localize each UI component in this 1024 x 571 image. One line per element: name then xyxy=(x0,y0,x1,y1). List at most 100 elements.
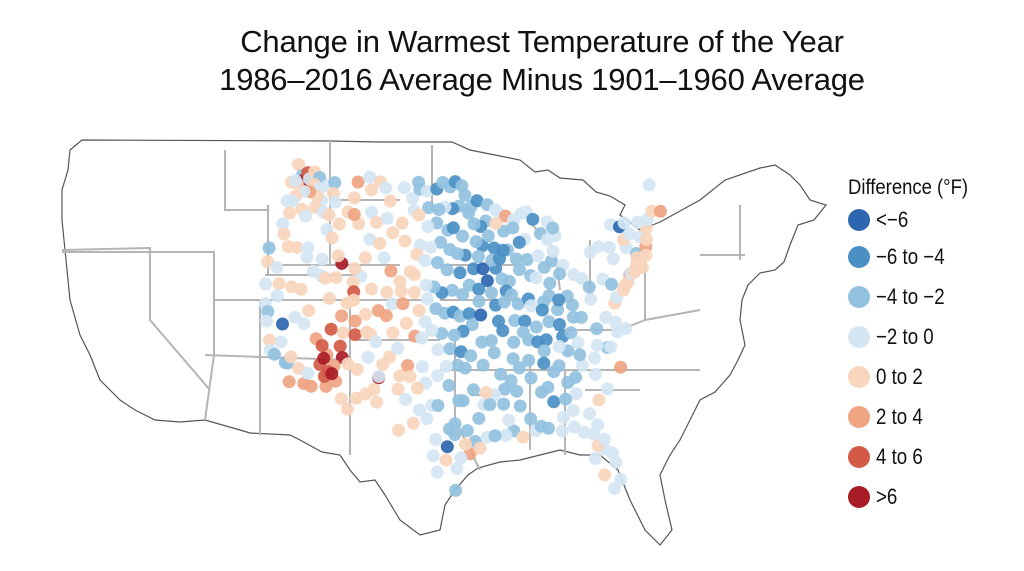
station-dot xyxy=(551,303,565,317)
station-dot xyxy=(469,235,483,249)
station-dot xyxy=(429,433,443,446)
station-dot xyxy=(418,254,432,267)
station-dot xyxy=(334,392,348,406)
station-dot xyxy=(401,359,415,373)
station-dot xyxy=(446,221,460,235)
station-dot xyxy=(459,437,472,451)
station-dot xyxy=(504,374,518,388)
station-dot xyxy=(276,217,290,231)
station-dot xyxy=(509,252,523,266)
legend-item: >6 xyxy=(848,477,984,517)
station-dot xyxy=(406,416,420,430)
station-dot xyxy=(529,271,543,285)
station-dot xyxy=(422,201,436,215)
station-dot xyxy=(324,322,338,336)
station-dot xyxy=(351,175,365,189)
station-dot xyxy=(413,403,426,417)
station-dot xyxy=(510,384,524,398)
legend-swatch xyxy=(848,286,870,308)
station-dot xyxy=(379,181,393,195)
station-dot xyxy=(569,370,583,384)
station-dot xyxy=(403,370,417,384)
station-dot xyxy=(411,381,424,395)
station-dot xyxy=(472,294,486,308)
station-dot xyxy=(589,367,602,381)
station-dot xyxy=(270,289,284,303)
station-dot xyxy=(456,229,470,243)
station-dot xyxy=(642,178,656,192)
state-line xyxy=(61,246,211,391)
station-dot xyxy=(398,234,412,248)
station-dot xyxy=(630,215,644,229)
station-dot xyxy=(348,314,362,328)
station-dot xyxy=(546,221,560,235)
legend-item: −2 to 0 xyxy=(848,317,984,357)
station-dot xyxy=(451,358,465,372)
station-dot xyxy=(300,250,314,264)
station-dot xyxy=(383,350,396,364)
station-dot xyxy=(569,387,583,401)
station-dot xyxy=(476,358,490,372)
station-dot xyxy=(299,209,313,223)
station-dot xyxy=(267,347,281,361)
station-dot xyxy=(372,369,386,383)
station-dot xyxy=(418,315,432,329)
station-dot xyxy=(601,382,614,396)
station-dots xyxy=(258,158,667,497)
station-dot xyxy=(348,328,362,342)
station-dot xyxy=(391,382,405,396)
station-dot xyxy=(440,263,454,277)
station-dot xyxy=(335,309,349,323)
station-dot xyxy=(364,183,378,197)
station-dot xyxy=(470,194,484,208)
station-dot xyxy=(608,482,622,495)
station-dot xyxy=(602,240,616,254)
station-dot xyxy=(350,362,364,376)
station-dot xyxy=(598,432,611,446)
station-dot xyxy=(531,249,545,263)
station-dot xyxy=(331,249,345,263)
station-dot xyxy=(583,407,597,421)
station-dot xyxy=(406,191,420,205)
station-dot xyxy=(489,216,503,230)
station-dot xyxy=(358,251,372,265)
state-line xyxy=(204,252,215,421)
legend-label: −2 to 0 xyxy=(876,324,934,349)
station-dot xyxy=(399,316,413,330)
station-dot xyxy=(347,208,361,221)
station-dot xyxy=(456,288,470,302)
legend-swatch xyxy=(848,446,870,468)
station-dot xyxy=(480,274,494,288)
station-dot xyxy=(336,326,350,340)
station-dot xyxy=(542,315,556,329)
station-dot xyxy=(565,298,579,312)
us-outline xyxy=(61,139,828,546)
station-dot xyxy=(365,282,378,296)
station-dot xyxy=(262,241,276,255)
station-dot xyxy=(622,227,636,241)
station-dot xyxy=(420,292,434,306)
station-dot xyxy=(333,339,347,353)
station-dot xyxy=(420,412,434,426)
station-dot xyxy=(450,462,464,476)
station-dot xyxy=(464,349,478,363)
legend-swatch xyxy=(848,486,870,508)
station-dot xyxy=(537,260,551,274)
station-dot xyxy=(456,394,470,408)
station-dot xyxy=(513,399,527,413)
station-dot xyxy=(553,267,567,281)
station-dot xyxy=(426,449,440,463)
station-dot xyxy=(297,317,311,331)
station-dot xyxy=(348,262,362,275)
station-dot xyxy=(590,338,604,352)
station-dot xyxy=(439,359,453,373)
station-dot xyxy=(431,399,445,412)
station-dot xyxy=(604,340,618,354)
station-dot xyxy=(435,327,449,340)
station-dot xyxy=(301,241,315,255)
station-dot xyxy=(367,383,381,396)
station-dot xyxy=(591,418,605,432)
station-dot xyxy=(462,307,476,321)
station-dot xyxy=(577,426,591,439)
station-dot xyxy=(476,262,490,276)
